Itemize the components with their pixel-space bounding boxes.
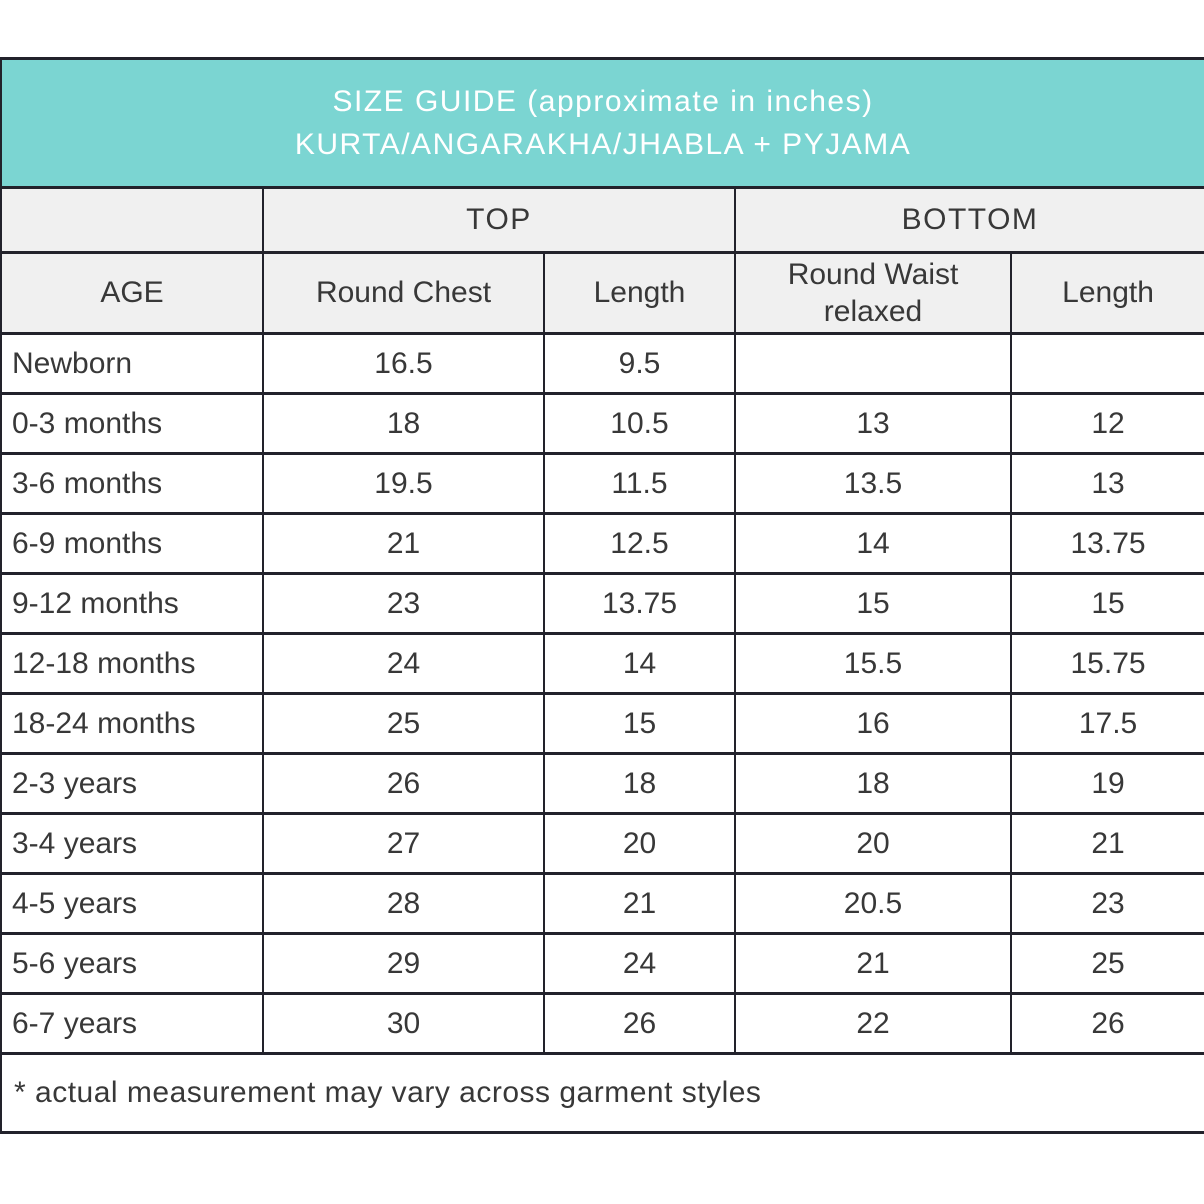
- table-title: SIZE GUIDE (approximate in inches) KURTA…: [0, 57, 1204, 189]
- table-row: 4-5 years 28 21 20.5 23: [0, 872, 1204, 935]
- value-cell: 20: [734, 812, 1012, 875]
- value-cell: 14: [734, 512, 1012, 575]
- value-cell: 13: [734, 392, 1012, 455]
- table-row: Newborn 16.5 9.5: [0, 332, 1204, 395]
- value-cell: 10.5: [543, 392, 736, 455]
- age-cell: 12-18 months: [0, 632, 264, 695]
- value-cell: 26: [1009, 992, 1204, 1055]
- value-cell: 24: [543, 932, 736, 995]
- age-cell: Newborn: [0, 332, 264, 395]
- value-cell: 24: [262, 632, 545, 695]
- age-cell: 6-9 months: [0, 512, 264, 575]
- value-cell: 19.5: [262, 452, 545, 515]
- value-cell: 18: [543, 752, 736, 815]
- footnote-row: * actual measurement may vary across gar…: [0, 1052, 1204, 1134]
- table-row: 9-12 months 23 13.75 15 15: [0, 572, 1204, 635]
- value-cell: 27: [262, 812, 545, 875]
- value-cell: 23: [262, 572, 545, 635]
- age-cell: 6-7 years: [0, 992, 264, 1055]
- group-header-top: TOP: [262, 186, 736, 254]
- column-header-bottom-length: Length: [1009, 251, 1204, 335]
- value-cell: [1009, 332, 1204, 395]
- value-cell: 15.5: [734, 632, 1012, 695]
- value-cell: 12: [1009, 392, 1204, 455]
- value-cell: 28: [262, 872, 545, 935]
- age-cell: 4-5 years: [0, 872, 264, 935]
- value-cell: 29: [262, 932, 545, 995]
- age-cell: 2-3 years: [0, 752, 264, 815]
- column-header-round-chest: Round Chest: [262, 251, 545, 335]
- column-header-top-length: Length: [543, 251, 736, 335]
- table-row: 12-18 months 24 14 15.5 15.75: [0, 632, 1204, 695]
- value-cell: [734, 332, 1012, 395]
- page: SIZE GUIDE (approximate in inches) KURTA…: [0, 57, 1204, 1134]
- value-cell: 15: [543, 692, 736, 755]
- value-cell: 13.5: [734, 452, 1012, 515]
- value-cell: 25: [262, 692, 545, 755]
- value-cell: 21: [1009, 812, 1204, 875]
- value-cell: 16.5: [262, 332, 545, 395]
- value-cell: 15.75: [1009, 632, 1204, 695]
- value-cell: 13.75: [543, 572, 736, 635]
- value-cell: 18: [262, 392, 545, 455]
- age-cell: 5-6 years: [0, 932, 264, 995]
- value-cell: 13: [1009, 452, 1204, 515]
- table-row: 0-3 months 18 10.5 13 12: [0, 392, 1204, 455]
- size-guide-table: SIZE GUIDE (approximate in inches) KURTA…: [0, 57, 1204, 1134]
- value-cell: 21: [262, 512, 545, 575]
- value-cell: 20: [543, 812, 736, 875]
- table-row: 6-9 months 21 12.5 14 13.75: [0, 512, 1204, 575]
- value-cell: 26: [543, 992, 736, 1055]
- value-cell: 12.5: [543, 512, 736, 575]
- value-cell: 20.5: [734, 872, 1012, 935]
- age-cell: 3-6 months: [0, 452, 264, 515]
- column-header-round-waist: Round Waist relaxed: [734, 251, 1012, 335]
- table-row: 3-4 years 27 20 20 21: [0, 812, 1204, 875]
- value-cell: 13.75: [1009, 512, 1204, 575]
- table-row: 5-6 years 29 24 21 25: [0, 932, 1204, 995]
- value-cell: 11.5: [543, 452, 736, 515]
- value-cell: 9.5: [543, 332, 736, 395]
- footnote: * actual measurement may vary across gar…: [0, 1052, 1204, 1134]
- title-row: SIZE GUIDE (approximate in inches) KURTA…: [0, 57, 1204, 189]
- value-cell: 15: [1009, 572, 1204, 635]
- value-cell: 21: [734, 932, 1012, 995]
- age-cell: 18-24 months: [0, 692, 264, 755]
- value-cell: 30: [262, 992, 545, 1055]
- value-cell: 17.5: [1009, 692, 1204, 755]
- value-cell: 26: [262, 752, 545, 815]
- group-header-spacer: [0, 186, 264, 254]
- value-cell: 14: [543, 632, 736, 695]
- table-row: 6-7 years 30 26 22 26: [0, 992, 1204, 1055]
- group-header-bottom: BOTTOM: [733, 186, 1204, 254]
- value-cell: 21: [543, 872, 736, 935]
- value-cell: 23: [1009, 872, 1204, 935]
- group-header-row: TOP BOTTOM: [0, 186, 1204, 254]
- age-cell: 9-12 months: [0, 572, 264, 635]
- value-cell: 25: [1009, 932, 1204, 995]
- table-row: 3-6 months 19.5 11.5 13.5 13: [0, 452, 1204, 515]
- table-row: 2-3 years 26 18 18 19: [0, 752, 1204, 815]
- title-line-1: SIZE GUIDE (approximate in inches): [332, 84, 874, 118]
- column-header-age: AGE: [0, 251, 264, 335]
- column-header-row: AGE Round Chest Length Round Waist relax…: [0, 251, 1204, 335]
- value-cell: 22: [734, 992, 1012, 1055]
- table-row: 18-24 months 25 15 16 17.5: [0, 692, 1204, 755]
- value-cell: 19: [1009, 752, 1204, 815]
- value-cell: 16: [734, 692, 1012, 755]
- value-cell: 18: [734, 752, 1012, 815]
- age-cell: 0-3 months: [0, 392, 264, 455]
- value-cell: 15: [734, 572, 1012, 635]
- title-line-2: KURTA/ANGARAKHA/JHABLA + PYJAMA: [294, 128, 912, 161]
- age-cell: 3-4 years: [0, 812, 264, 875]
